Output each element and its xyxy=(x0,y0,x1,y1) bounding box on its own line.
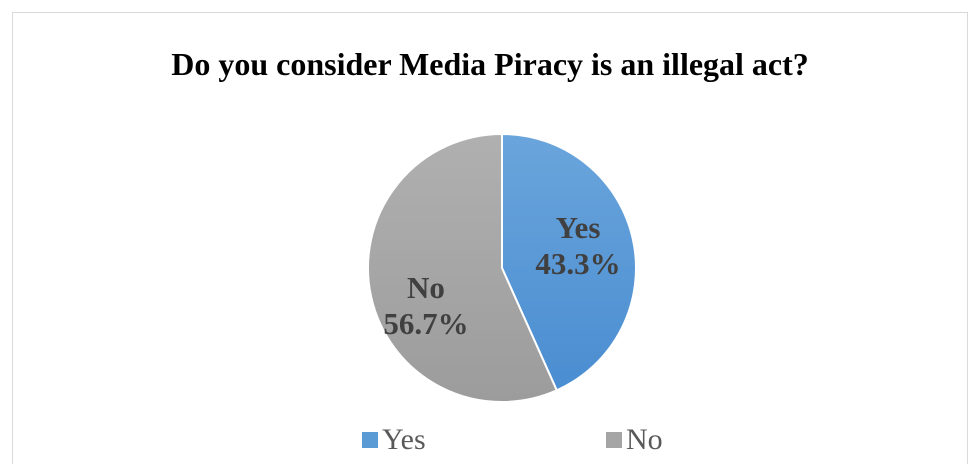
data-label-yes-name: Yes xyxy=(556,210,601,245)
data-label-yes: Yes 43.3% xyxy=(535,210,620,281)
pie-slice-yes xyxy=(501,132,637,392)
data-label-no-value: 56.7% xyxy=(383,306,468,341)
data-label-no-name: No xyxy=(407,270,445,305)
pie-chart: Yes 43.3% No 56.7% xyxy=(367,132,637,403)
legend-item-no: No xyxy=(606,420,663,460)
data-label-yes-value: 43.3% xyxy=(535,246,620,281)
legend-label-no: No xyxy=(626,423,663,456)
legend-label-yes: Yes xyxy=(382,423,426,456)
data-label-no: No 56.7% xyxy=(383,270,468,341)
pie-slice-no xyxy=(367,132,559,403)
legend-swatch-yes xyxy=(362,432,378,448)
chart-title: Do you consider Media Piracy is an illeg… xyxy=(171,46,809,82)
legend-item-yes: Yes xyxy=(362,420,426,460)
legend-swatch-no xyxy=(606,432,622,448)
chart-legend: Yes No xyxy=(0,420,980,460)
